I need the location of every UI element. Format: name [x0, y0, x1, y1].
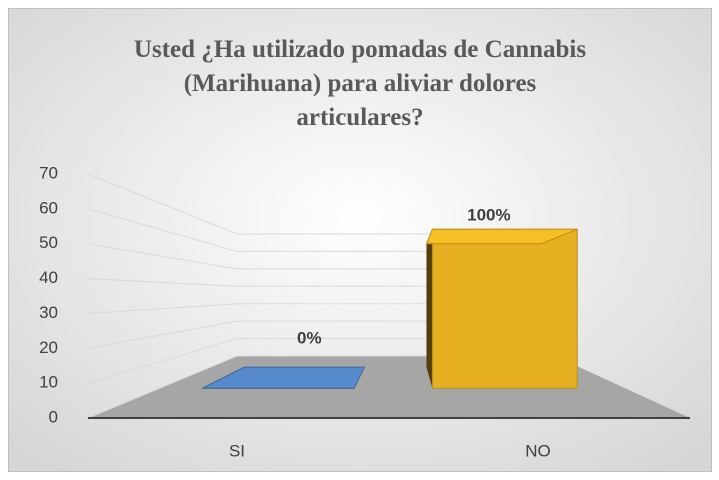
y-tick-label: 10	[39, 373, 58, 392]
y-tick-label: 40	[39, 268, 58, 287]
bar-side	[426, 229, 433, 389]
y-tick-label: 30	[39, 303, 58, 322]
data-label: 100%	[467, 205, 510, 224]
y-tick-label: 20	[39, 338, 58, 357]
x-tick-label: NO	[525, 441, 551, 460]
x-tick-label: SI	[229, 441, 245, 460]
bar-front	[431, 228, 578, 389]
y-tick-label: 0	[49, 407, 58, 426]
data-label: 0%	[297, 329, 322, 348]
y-tick-label: 50	[39, 233, 58, 252]
bar-top	[425, 228, 578, 245]
chart-title: Usted ¿Ha utilizado pomadas de Cannabis …	[133, 36, 587, 131]
bar-top	[202, 366, 366, 389]
y-tick-label: 60	[39, 198, 58, 217]
y-tick-label: 70	[39, 163, 58, 182]
